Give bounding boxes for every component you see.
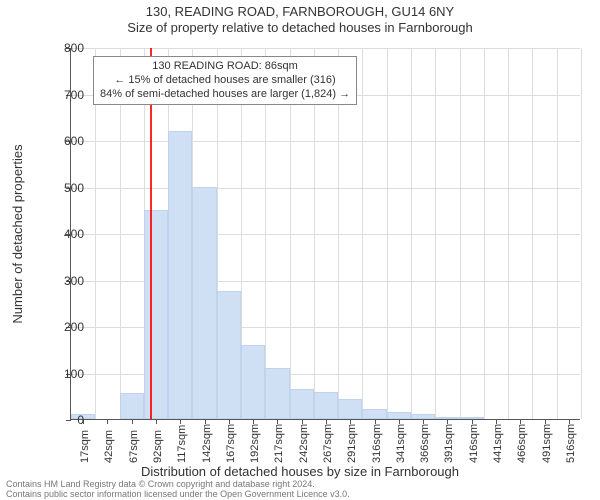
annotation-line2: ← 15% of detached houses are smaller (31…	[100, 74, 350, 88]
y-tick-label: 800	[24, 42, 84, 54]
gridline-h	[71, 141, 580, 142]
histogram-bar	[241, 345, 265, 419]
histogram-bar	[144, 210, 168, 419]
histogram-bar	[265, 368, 289, 419]
x-tick-label: 167sqm	[225, 451, 237, 463]
histogram-bar	[338, 399, 362, 419]
x-tick-label: 142sqm	[201, 451, 213, 463]
x-tick-mark	[132, 419, 133, 424]
gridline-v	[557, 48, 558, 419]
y-tick-label: 500	[24, 182, 84, 194]
histogram-bar	[387, 412, 411, 419]
annotation-box: 130 READING ROAD: 86sqm← 15% of detached…	[93, 56, 357, 105]
histogram-bar	[314, 392, 338, 419]
histogram-bar	[290, 389, 314, 419]
plot-area: 17sqm42sqm67sqm92sqm117sqm142sqm167sqm19…	[70, 48, 580, 420]
y-tick-label: 600	[24, 135, 84, 147]
gridline-h	[71, 48, 580, 49]
x-tick-label: 17sqm	[79, 451, 91, 463]
gridline-v	[532, 48, 533, 419]
x-tick-mark	[180, 419, 181, 424]
chart-titles: 130, READING ROAD, FARNBOROUGH, GU14 6NY…	[0, 4, 600, 35]
x-tick-label: 466sqm	[516, 451, 528, 463]
x-tick-label: 366sqm	[419, 451, 431, 463]
chart-wrapper: 130, READING ROAD, FARNBOROUGH, GU14 6NY…	[0, 0, 600, 500]
x-tick-label: 267sqm	[322, 451, 334, 463]
gridline-v	[484, 48, 485, 419]
x-tick-label: 516sqm	[565, 451, 577, 463]
histogram-bar	[168, 131, 192, 419]
x-tick-label: 416sqm	[468, 451, 480, 463]
x-tick-label: 242sqm	[298, 451, 310, 463]
chart-title-line2: Size of property relative to detached ho…	[0, 20, 600, 36]
x-tick-label: 391sqm	[443, 451, 455, 463]
x-tick-label: 42sqm	[103, 451, 115, 463]
footer-line2: Contains public sector information licen…	[6, 490, 350, 500]
x-tick-label: 316sqm	[371, 451, 383, 463]
x-tick-label: 217sqm	[273, 451, 285, 463]
gridline-h	[71, 188, 580, 189]
x-tick-label: 67sqm	[128, 451, 140, 463]
y-tick-label: 300	[24, 275, 84, 287]
y-tick-label: 200	[24, 321, 84, 333]
x-tick-label: 117sqm	[176, 451, 188, 463]
histogram-bar	[120, 393, 144, 419]
footer-attribution: Contains HM Land Registry data © Crown c…	[6, 480, 350, 500]
annotation-line1: 130 READING ROAD: 86sqm	[100, 60, 350, 74]
annotation-line3: 84% of semi-detached houses are larger (…	[100, 88, 350, 102]
x-tick-mark	[107, 419, 108, 424]
gridline-v	[362, 48, 363, 419]
y-tick-label: 0	[24, 414, 84, 426]
y-tick-label: 700	[24, 89, 84, 101]
x-tick-label: 441sqm	[492, 451, 504, 463]
x-tick-mark	[156, 419, 157, 424]
y-tick-label: 100	[24, 368, 84, 380]
x-tick-label: 341sqm	[395, 451, 407, 463]
histogram-bar	[362, 409, 386, 419]
y-axis-label: Number of detached properties	[10, 144, 25, 323]
histogram-bar	[192, 187, 216, 420]
chart-title-line1: 130, READING ROAD, FARNBOROUGH, GU14 6NY	[0, 4, 600, 20]
gridline-v	[387, 48, 388, 419]
gridline-v	[460, 48, 461, 419]
gridline-v	[435, 48, 436, 419]
y-tick-label: 400	[24, 228, 84, 240]
x-tick-label: 92sqm	[152, 451, 164, 463]
histogram-bar	[217, 291, 241, 419]
gridline-v	[581, 48, 582, 419]
x-tick-label: 491sqm	[541, 451, 553, 463]
x-axis-label: Distribution of detached houses by size …	[0, 464, 600, 479]
gridline-v	[508, 48, 509, 419]
x-tick-label: 291sqm	[346, 451, 358, 463]
gridline-v	[411, 48, 412, 419]
x-tick-label: 192sqm	[249, 451, 261, 463]
